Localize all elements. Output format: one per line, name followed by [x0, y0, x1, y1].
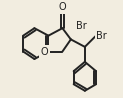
Text: O: O	[59, 2, 66, 12]
Text: Br: Br	[76, 21, 86, 31]
Text: Br: Br	[96, 31, 107, 41]
Text: O: O	[41, 47, 48, 57]
